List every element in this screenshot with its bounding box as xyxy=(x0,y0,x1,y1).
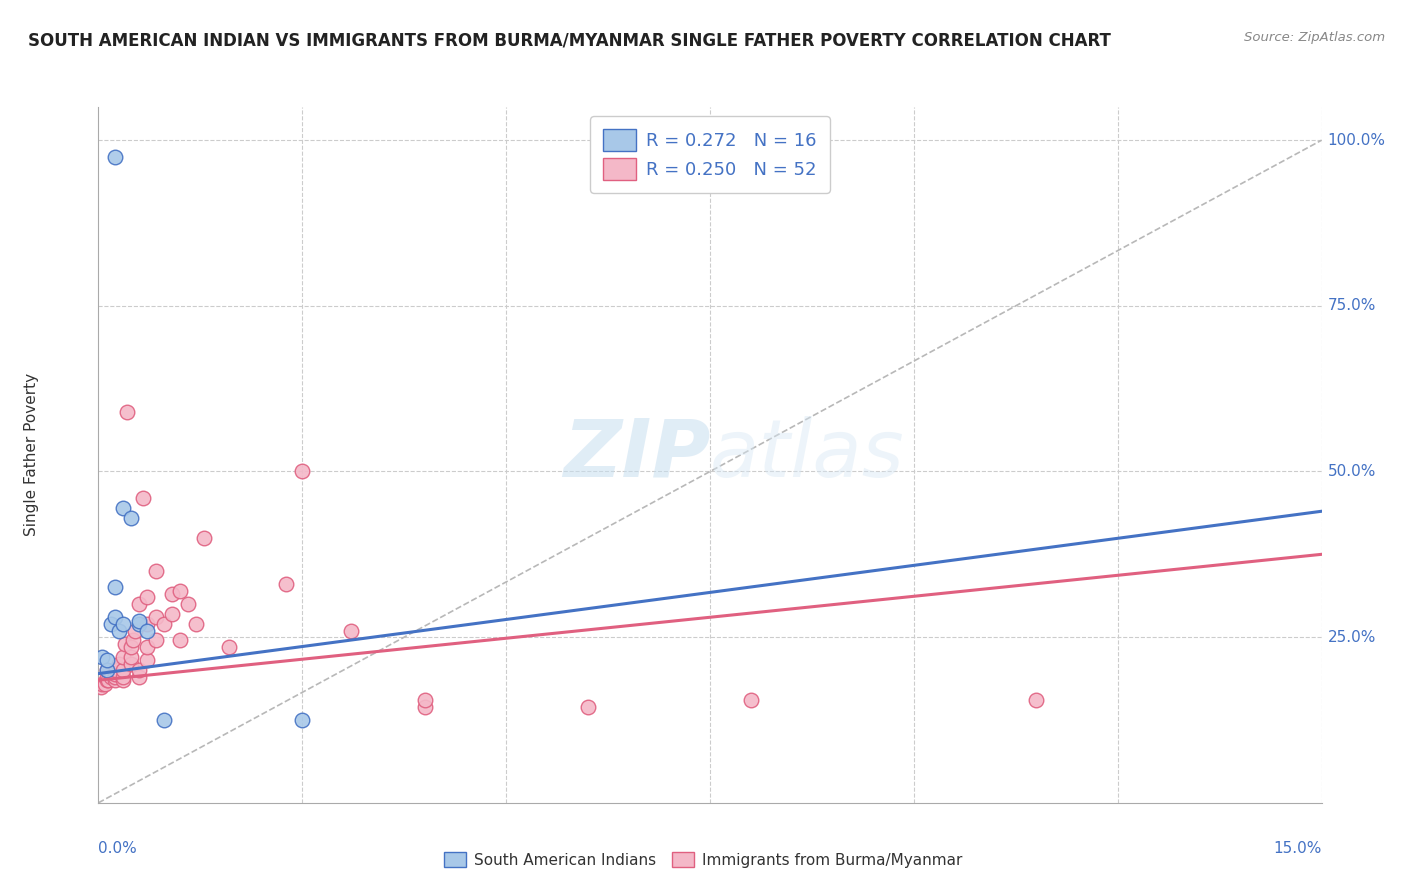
Text: 0.0%: 0.0% xyxy=(98,841,138,856)
Point xyxy=(104,673,127,688)
Point xyxy=(128,616,150,631)
Point xyxy=(136,653,159,667)
Point xyxy=(136,624,159,638)
Point xyxy=(128,614,150,628)
Point xyxy=(145,610,167,624)
Point xyxy=(218,640,240,654)
Point xyxy=(186,616,208,631)
Text: Source: ZipAtlas.com: Source: ZipAtlas.com xyxy=(1244,31,1385,45)
Point xyxy=(145,633,167,648)
Point xyxy=(120,640,142,654)
Point xyxy=(160,587,183,601)
Point xyxy=(96,653,118,667)
Point xyxy=(96,663,118,677)
Point xyxy=(120,511,142,525)
Point xyxy=(115,405,138,419)
Point xyxy=(111,673,134,688)
Point xyxy=(169,633,191,648)
Point xyxy=(120,650,142,665)
Point xyxy=(128,597,150,611)
Text: 75.0%: 75.0% xyxy=(1327,298,1376,313)
Point xyxy=(96,663,118,677)
Point xyxy=(136,591,159,605)
Point xyxy=(100,670,122,684)
Point xyxy=(90,680,112,694)
Point xyxy=(136,616,159,631)
Point xyxy=(111,670,134,684)
Point xyxy=(291,713,314,727)
Point xyxy=(177,597,200,611)
Point xyxy=(104,150,127,164)
Legend: R = 0.272   N = 16, R = 0.250   N = 52: R = 0.272 N = 16, R = 0.250 N = 52 xyxy=(591,116,830,193)
Point xyxy=(104,581,127,595)
Point xyxy=(413,699,436,714)
Point xyxy=(111,616,134,631)
Point xyxy=(576,699,599,714)
Text: ZIP: ZIP xyxy=(562,416,710,494)
Point xyxy=(132,491,155,505)
Point xyxy=(160,607,183,621)
Point xyxy=(128,670,150,684)
Point xyxy=(291,465,314,479)
Point xyxy=(97,673,120,688)
Point xyxy=(111,500,134,515)
Text: Single Father Poverty: Single Father Poverty xyxy=(24,374,38,536)
Point xyxy=(413,693,436,707)
Point xyxy=(136,640,159,654)
Point xyxy=(108,657,131,671)
Point xyxy=(152,616,174,631)
Text: 15.0%: 15.0% xyxy=(1274,841,1322,856)
Point xyxy=(91,676,114,690)
Point xyxy=(100,616,122,631)
Point xyxy=(121,633,143,648)
Point xyxy=(108,624,131,638)
Point xyxy=(104,610,127,624)
Text: 100.0%: 100.0% xyxy=(1327,133,1386,148)
Point xyxy=(740,693,762,707)
Legend: South American Indians, Immigrants from Burma/Myanmar: South American Indians, Immigrants from … xyxy=(436,844,970,875)
Point xyxy=(152,713,174,727)
Point xyxy=(145,564,167,578)
Point xyxy=(111,650,134,665)
Point xyxy=(1025,693,1047,707)
Text: 50.0%: 50.0% xyxy=(1327,464,1376,479)
Point xyxy=(105,663,128,677)
Point xyxy=(104,670,127,684)
Point xyxy=(96,670,118,684)
Point xyxy=(124,624,146,638)
Point xyxy=(128,663,150,677)
Point xyxy=(274,577,297,591)
Point xyxy=(104,666,127,681)
Point xyxy=(94,676,117,690)
Text: atlas: atlas xyxy=(710,416,905,494)
Point xyxy=(193,531,215,545)
Point xyxy=(111,663,134,677)
Point xyxy=(91,650,114,665)
Point xyxy=(114,637,136,651)
Text: SOUTH AMERICAN INDIAN VS IMMIGRANTS FROM BURMA/MYANMAR SINGLE FATHER POVERTY COR: SOUTH AMERICAN INDIAN VS IMMIGRANTS FROM… xyxy=(28,31,1111,49)
Text: 25.0%: 25.0% xyxy=(1327,630,1376,645)
Point xyxy=(169,583,191,598)
Point xyxy=(340,624,363,638)
Point xyxy=(96,673,118,688)
Point xyxy=(120,657,142,671)
